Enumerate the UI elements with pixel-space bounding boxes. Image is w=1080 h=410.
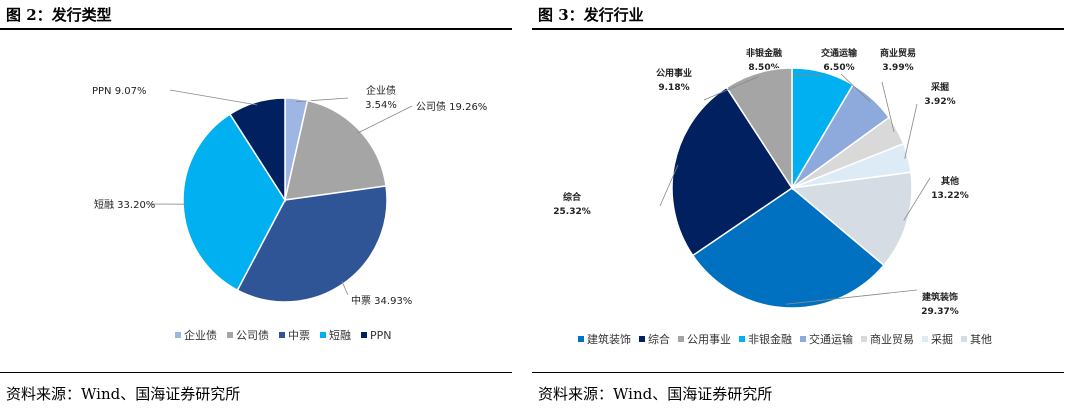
slice-label-1: 公司债 19.26% (416, 100, 487, 113)
legend-label-1: 综合 (648, 332, 670, 346)
slice-value-label-3: 3.92% (924, 97, 955, 107)
slice-name-label-6: 综合 (563, 191, 582, 203)
slice-value-label-6: 25.32% (553, 207, 591, 217)
chart-title: 图 3：发行行业 (538, 6, 644, 24)
slice-label-2: 中票 34.93% (351, 294, 412, 307)
leader-line-0 (295, 97, 349, 103)
legend-label-2: 中票 (288, 329, 310, 342)
leader-line-1 (840, 73, 871, 103)
legend-swatch-6 (922, 336, 928, 342)
legend-swatch-1 (639, 336, 645, 342)
slice-label-3: 短融 33.20% (94, 198, 155, 211)
slice-name-label-0: 非银金融 (746, 47, 782, 59)
legend-label-5: 商业贸易 (870, 332, 914, 346)
legend-swatch-3 (320, 332, 326, 338)
slice-value-label-7: 9.18% (658, 83, 689, 93)
legend-swatch-1 (227, 332, 233, 338)
chart-panel-industry: 图 3：发行行业 非银金融 8.50% 交通运输 6.50% 商业贸易 3.99% 采掘 3.… (532, 0, 1080, 410)
legend-label-4: PPN (370, 329, 392, 342)
slice-value-label-2: 3.99% (882, 63, 913, 73)
leader-line-4 (169, 89, 258, 106)
pie-slice-6 (671, 86, 794, 257)
legend-swatch-5 (861, 336, 867, 342)
legend-swatch-4 (800, 336, 806, 342)
slice-value-label-0: 8.50% (748, 63, 779, 73)
pie-slice-5 (691, 187, 885, 309)
legend-swatch-4 (361, 332, 367, 338)
pie-slice-4 (228, 97, 286, 203)
slice-label-4: PPN 9.07% (92, 86, 147, 97)
pie-slice-1 (284, 99, 387, 201)
leader-line-1 (357, 105, 413, 134)
leader-line-3 (904, 103, 918, 159)
leader-line-2 (881, 81, 895, 132)
title-rule (532, 28, 1064, 30)
legend-label-2: 公用事业 (687, 333, 731, 346)
legend-label-1: 公司债 (236, 328, 269, 342)
legend-swatch-0 (175, 332, 181, 338)
legend-label-0: 企业债 (184, 328, 217, 342)
pie-slice-4 (790, 171, 913, 267)
slice-value-label-0: 3.54% (365, 100, 397, 111)
slice-value-label-4: 13.22% (931, 191, 969, 201)
legend-label-3: 非银金融 (748, 332, 792, 346)
legend-swatch-2 (279, 332, 285, 338)
legend-label-6: 采掘 (931, 332, 953, 346)
slice-name-label-1: 交通运输 (821, 47, 858, 59)
legend-label-3: 短融 (329, 328, 351, 342)
slice-name-label-3: 采掘 (930, 81, 949, 93)
source-rule (532, 372, 1064, 373)
slice-name-label-4: 其他 (941, 175, 959, 187)
slice-name-label-0: 企业债 (366, 84, 396, 97)
slice-value-label-5: 29.37% (921, 307, 959, 317)
pie-chart-industry: 非银金融 8.50% 交通运输 6.50% 商业贸易 3.99% 采掘 3.92% 其他 13.2… (553, 47, 992, 346)
slice-value-label-1: 6.50% (823, 63, 854, 73)
slice-name-label-5: 建筑装饰 (922, 291, 958, 303)
chart-panel-issue-type: 图 2：发行类型 企业债 3.54% 公司债 19.26% 中票 34.93% 短融 3… (0, 0, 520, 410)
slice-name-label-2: 商业贸易 (880, 47, 916, 59)
legend-label-7: 其他 (970, 333, 992, 346)
legend-swatch-3 (739, 336, 745, 342)
legend-swatch-2 (678, 336, 684, 342)
source-note: 资料来源：Wind、国海证券研究所 (538, 385, 773, 403)
chart-title: 图 2：发行类型 (6, 6, 112, 24)
leader-line-4 (903, 177, 931, 221)
legend-label-4: 交通运输 (809, 332, 853, 346)
leader-line-2 (341, 280, 349, 296)
legend-swatch-7 (961, 336, 967, 342)
source-note: 资料来源：Wind、国海证券研究所 (6, 385, 241, 403)
legend-swatch-0 (578, 336, 584, 342)
leader-line-6 (659, 164, 679, 207)
pie-chart-issue-type: 企业债 3.54% 公司债 19.26% 中票 34.93% 短融 33.20% PPN … (92, 84, 487, 342)
pie-slice-2 (236, 185, 388, 303)
legend-label-0: 建筑装饰 (587, 332, 631, 346)
leader-line-5 (785, 289, 918, 305)
source-rule (0, 372, 512, 373)
title-rule (0, 28, 512, 30)
slice-name-label-7: 公用事业 (656, 67, 692, 79)
leader-line-7 (703, 76, 760, 101)
pie-slice-7 (725, 67, 793, 191)
